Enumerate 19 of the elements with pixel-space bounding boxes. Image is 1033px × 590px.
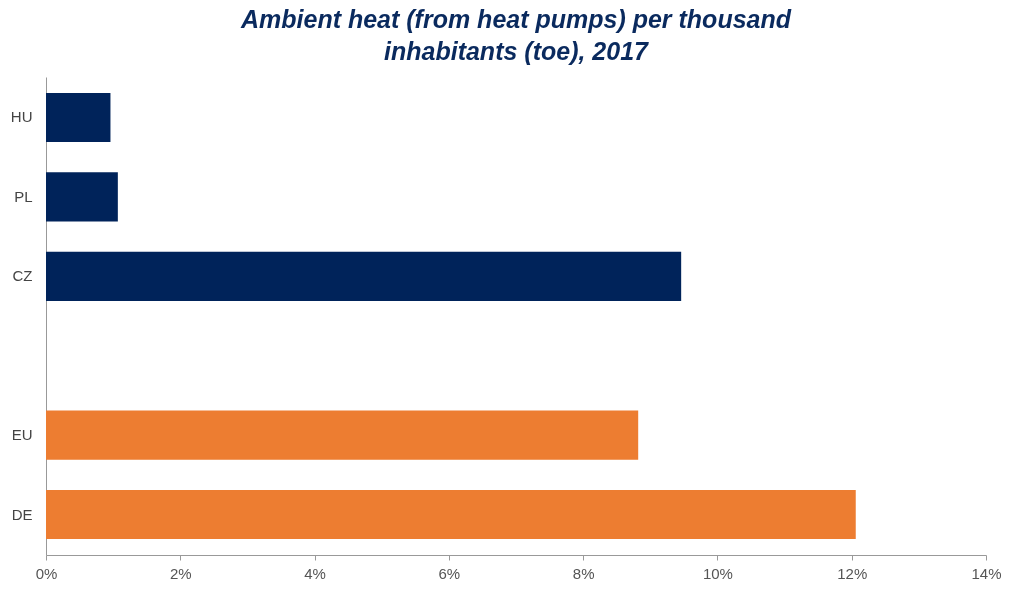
- y-tick-label: CZ: [12, 267, 33, 285]
- x-tick-label: 2%: [169, 564, 192, 582]
- bar: [46, 489, 856, 540]
- x-tick-label: 0%: [35, 564, 58, 582]
- chart-title: Ambient heat (from heat pumps) per thousand inhabitants (toe), 2017: [239, 5, 792, 65]
- bar: [46, 172, 118, 222]
- x-tick-label: 12%: [837, 564, 868, 582]
- y-tick-label: PL: [14, 187, 33, 205]
- x-tick-label: 10%: [702, 564, 733, 582]
- bar: [46, 92, 111, 143]
- y-tick-label: DE: [11, 505, 33, 523]
- y-tick-label: EU: [11, 426, 33, 444]
- x-tick-label: 14%: [971, 564, 1002, 582]
- bar: [46, 410, 639, 460]
- y-tick-label: HU: [10, 108, 33, 126]
- bar: [46, 251, 682, 301]
- x-tick-label: 4%: [304, 564, 326, 582]
- x-tick-label: 8%: [572, 564, 595, 582]
- x-tick-label: 6%: [438, 564, 461, 582]
